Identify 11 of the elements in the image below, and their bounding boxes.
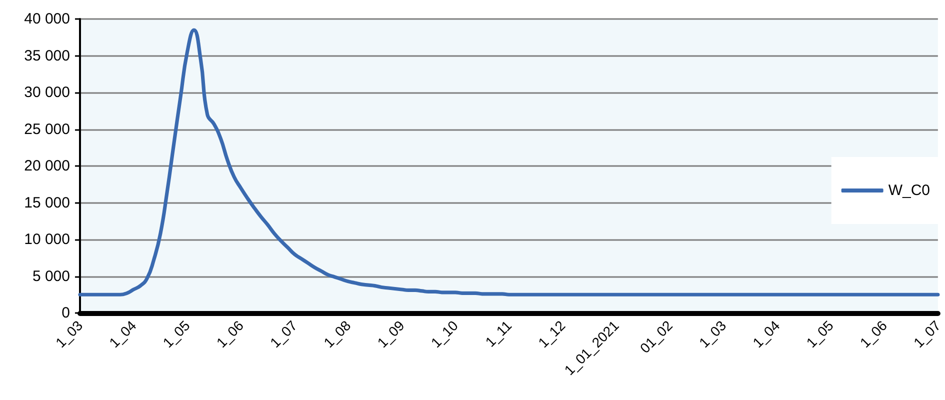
y-tick-label: 0 <box>62 304 70 322</box>
y-tick-label: 40 000 <box>24 10 70 28</box>
y-tick-label: 15 000 <box>24 194 70 212</box>
y-tick-label: 25 000 <box>24 120 70 138</box>
y-tick-label: 5 000 <box>32 268 70 285</box>
line-series <box>78 28 940 296</box>
y-tick-label: 35 000 <box>24 47 70 64</box>
y-tick-label: 20 000 <box>24 158 70 174</box>
y-tick-label: 10 000 <box>24 231 70 248</box>
y-tick-label: 30 000 <box>24 84 70 101</box>
legend-label: W_C0 <box>888 182 930 199</box>
